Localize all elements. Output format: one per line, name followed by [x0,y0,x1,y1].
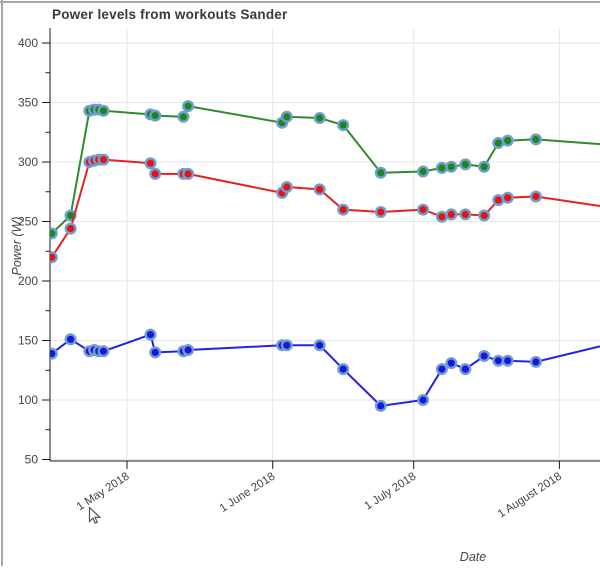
data-point-blue [144,328,157,341]
data-point-red [445,208,458,221]
data-point-green [97,104,110,117]
series-line-red [50,158,600,258]
data-point-green [417,165,430,178]
window-border-left [1,0,3,566]
data-point-blue [445,357,458,370]
data-point-red [182,167,195,180]
data-point-red [64,222,77,235]
data-point-blue [435,363,448,376]
data-point-red [478,209,491,222]
data-point-red [492,194,505,207]
x-tick-label: 1 May 2018 [75,470,132,513]
data-point-blue [313,339,326,352]
data-point-blue [97,345,110,358]
data-point-blue [64,333,77,346]
data-point-blue [50,347,58,360]
y-tick-label: 150 [18,334,38,348]
window-border-top [0,1,600,3]
data-series [50,100,600,412]
data-point-red [337,203,350,216]
data-point-red [374,205,387,218]
gridlines [50,28,600,461]
y-tick-label: 200 [18,274,38,288]
data-point-blue [459,363,472,376]
data-point-green [182,100,195,113]
data-point-red [417,203,430,216]
x-tick-label: 1 August 2018 [496,470,564,520]
x-tick-label: 1 July 2018 [362,470,418,512]
data-point-green [445,160,458,173]
x-axis-title: Date [460,550,486,564]
y-tick-label: 350 [18,96,38,110]
data-point-green [459,158,472,171]
data-point-red [435,210,448,223]
data-point-blue [337,363,350,376]
data-point-green [149,109,162,122]
data-point-red [529,190,542,203]
y-tick-label: 100 [18,393,38,407]
data-point-red [501,191,514,204]
data-point-blue [374,399,387,412]
data-point-red [459,208,472,221]
y-tick-label: 50 [25,453,39,467]
data-point-blue [149,346,162,359]
data-point-blue [478,350,491,363]
data-point-red [50,251,58,264]
data-point-green [177,110,190,123]
data-point-blue [182,344,195,357]
data-point-green [374,166,387,179]
data-point-red [313,183,326,196]
data-point-green [478,160,491,173]
y-tick-label: 400 [18,36,38,50]
series-line-green [51,104,600,235]
data-point-green [313,111,326,124]
data-point-green [435,161,448,174]
data-point-green [529,133,542,146]
data-point-blue [417,394,430,407]
data-point-green [280,110,293,123]
data-point-blue [492,354,505,367]
chart-title: Power levels from workouts Sander [52,7,288,22]
data-point-red [144,157,157,170]
data-point-green [337,119,350,132]
series-line-blue [51,333,600,407]
data-point-red [97,153,110,166]
data-point-red [149,167,162,180]
data-point-blue [280,339,293,352]
data-point-green [492,136,505,149]
axes: 400 350 300 250 200 150 100 50 1 May 2018 1 June … [18,28,600,521]
data-point-red [280,180,293,193]
y-axis-title: Power (W) [10,216,24,275]
mouse-cursor-icon [88,506,102,525]
data-point-green [50,227,58,240]
y-tick-label: 250 [18,215,38,229]
x-tick-label: 1 June 2018 [218,470,278,515]
data-point-blue [501,354,514,367]
data-point-green [501,134,514,147]
data-point-blue [529,355,542,368]
y-tick-label: 300 [18,155,38,169]
